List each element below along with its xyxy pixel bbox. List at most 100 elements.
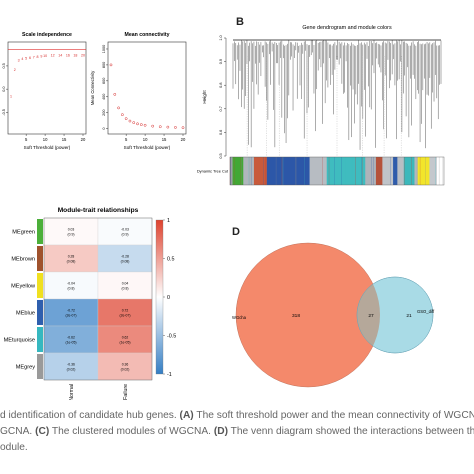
panel-b-label: B	[236, 16, 244, 28]
cell-correlation: 0.04	[122, 282, 129, 286]
data-point	[128, 119, 132, 123]
trait-column-label: Heart Failure	[123, 384, 129, 400]
x-tick-label: 5	[125, 137, 128, 142]
panel-a-plots: Scale independence Soft Threshold (power)…	[2, 32, 187, 150]
cell-pvalue: (0.8)	[68, 287, 75, 291]
data-point	[117, 106, 120, 110]
plot-frame	[107, 41, 187, 135]
module-color-segment	[365, 157, 377, 185]
data-point	[139, 123, 143, 126]
heatmap-title: Module-trait relationships	[58, 207, 139, 214]
cell-pvalue: (2e-07)	[66, 314, 77, 318]
module-color-segment	[417, 157, 430, 185]
module-color-segment	[403, 157, 415, 185]
y-tick-label: 0.5	[219, 153, 223, 158]
x-axis-label: Soft Threshold (power)	[124, 145, 171, 150]
y-tick-label: 0.0	[2, 87, 6, 92]
module-color-segment	[393, 157, 398, 185]
module-color-segment	[230, 157, 233, 185]
data-point	[151, 124, 155, 128]
cell-pvalue: (1e-05)	[66, 341, 77, 345]
figure-caption: d identification of candidate hub genes.…	[0, 408, 474, 456]
legend-tick-label: 0.5	[167, 257, 175, 263]
data-point-label: 12	[51, 54, 55, 58]
heatmap-cell	[43, 217, 99, 246]
x-tick-label: 10	[143, 137, 148, 142]
plot-title: Scale independence	[22, 32, 72, 38]
cell-correlation: 0.62	[122, 336, 129, 340]
module-color-segment	[429, 157, 437, 185]
data-point-label: 2	[14, 68, 16, 72]
data-point-label: 3	[18, 58, 20, 62]
panel-b-dendrogram: Gene dendrogram and module colors Height 0…	[197, 25, 445, 186]
x-tick-label: 5	[25, 137, 28, 142]
cell-correlation: -0.28	[121, 255, 129, 259]
heatmap-cell	[97, 298, 153, 327]
module-color-swatch	[37, 300, 43, 325]
data-point-label: 20	[81, 54, 85, 58]
heatmap-cell	[97, 271, 153, 300]
module-color-segment	[266, 157, 310, 185]
heatmap-cell	[97, 325, 153, 354]
module-color-segment	[232, 157, 244, 185]
cell-pvalue: (0.9)	[122, 233, 129, 237]
y-axis-label: Mean Connectivity	[90, 70, 95, 105]
data-point-label: 8	[37, 55, 39, 59]
y-tick-label: 0.5	[2, 63, 6, 68]
venn-set-2-count: 21	[406, 313, 412, 319]
venn-overlap	[357, 277, 380, 353]
module-row-label: MEyellow	[11, 284, 36, 290]
x-axis-label: Soft Threshold (power)	[24, 145, 71, 150]
cell-pvalue: (0.02)	[67, 368, 76, 372]
dendrogram-title: Gene dendrogram and module colors	[302, 25, 392, 31]
panel-d-label: D	[232, 226, 240, 238]
heatmap-frame	[43, 217, 153, 381]
module-color-swatch	[37, 219, 43, 244]
y-tick-label: 0.7	[219, 106, 223, 111]
cell-pvalue: (0.08)	[121, 260, 130, 264]
data-point	[174, 126, 177, 129]
y-tick-label: 1.0	[219, 35, 223, 40]
cell-pvalue: (0.8)	[122, 287, 129, 291]
data-point	[158, 125, 162, 129]
module-color-swatch	[37, 246, 43, 271]
cell-pvalue: (0.9)	[68, 233, 75, 237]
heatmap-cell	[97, 244, 153, 273]
legend-tick-label: 1	[167, 218, 170, 224]
legend-tick-label: 0	[167, 295, 170, 301]
cell-correlation: 0.28	[68, 255, 75, 259]
legend-tick-label: -0.5	[167, 334, 176, 340]
module-color-segment	[326, 157, 366, 185]
data-point-label: 7	[33, 56, 35, 60]
venn-set-1-count: 318	[292, 313, 300, 319]
cell-pvalue: (2e-07)	[120, 314, 131, 318]
cell-pvalue: (1e-05)	[120, 341, 131, 345]
data-point	[109, 63, 113, 67]
module-bar-frame	[229, 156, 445, 186]
cell-pvalue: (0.08)	[67, 260, 76, 264]
module-color-segment	[382, 157, 394, 185]
x-tick-label: 15	[162, 137, 167, 142]
module-color-segment	[309, 157, 328, 185]
module-row-label: MEgrey	[16, 365, 35, 371]
module-color-swatch	[37, 273, 43, 298]
module-color-segment	[375, 157, 383, 185]
legend-tick-label: -1	[167, 372, 172, 378]
data-point	[181, 126, 185, 130]
module-color-segment	[397, 157, 405, 185]
data-point-label: 1	[10, 95, 12, 99]
x-tick-label: 15	[62, 137, 67, 142]
venn-set-2-outline	[356, 276, 434, 354]
panel-d-venn: 318 27 21 WGcha GSO_diff	[232, 242, 435, 388]
x-tick-label: 20	[81, 137, 86, 142]
color-scale-bar	[155, 219, 164, 375]
data-point-label: 6	[29, 56, 31, 60]
heatmap-cell	[43, 244, 99, 273]
cell-pvalue: (0.02)	[121, 368, 130, 372]
module-color-segment	[414, 157, 418, 185]
cell-correlation: -0.36	[67, 363, 75, 367]
caption-line-2: GCNA. (C) The clustered modules of WGCNA…	[0, 426, 474, 437]
dendrogram-leaves	[232, 40, 442, 150]
venn-overlap-count: 27	[368, 313, 374, 319]
